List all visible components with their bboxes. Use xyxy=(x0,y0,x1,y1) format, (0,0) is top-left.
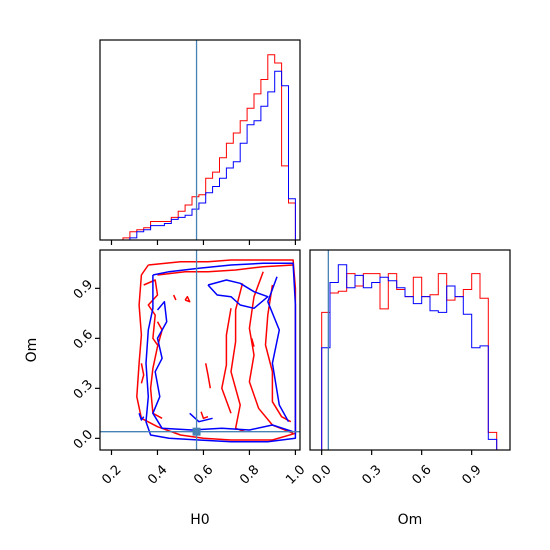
contour-frame xyxy=(99,249,301,451)
ylabel-om: Om xyxy=(24,338,40,363)
contour-xtick-label: 0.6 xyxy=(191,462,216,487)
contour-series-0-line-2 xyxy=(248,271,294,434)
truth-marker xyxy=(192,427,201,436)
contour-series-0-line-5 xyxy=(221,308,232,414)
contour-series-0-line-10 xyxy=(184,295,191,303)
contour-xtick-label: 0.4 xyxy=(145,462,170,487)
contour-series-0-line-11 xyxy=(204,363,212,389)
contour-series-1-line-4 xyxy=(189,412,213,423)
contour-series-1-line-2 xyxy=(267,276,290,423)
contour-series-1-line-1 xyxy=(152,300,294,433)
contour-xtick-label: 1.0 xyxy=(283,462,308,487)
contour-series-0-line-8 xyxy=(140,363,145,384)
contour-series-1-line-0 xyxy=(145,262,297,443)
contour-series-0-line-0 xyxy=(136,259,297,441)
hist-om-xtick-label: 0.3 xyxy=(359,462,384,487)
contour-series-0-line-12 xyxy=(200,411,209,420)
hist-om-xtick-label: 0.9 xyxy=(459,462,484,487)
contour-series-0-line-4 xyxy=(230,283,246,433)
contour-ytick-label: 0.0 xyxy=(71,427,96,452)
contour-xtick-label: 0.8 xyxy=(237,462,262,487)
hist-om-frame xyxy=(309,249,511,451)
hist-om-series-0-histogram xyxy=(313,273,498,450)
hist-om-xtick-label: 0.6 xyxy=(409,462,434,487)
contour-xtick-label: 0.2 xyxy=(99,462,124,487)
contour-series-1-line-3 xyxy=(207,279,269,310)
hist-om-xtick-label: 0.0 xyxy=(309,462,334,487)
hist-om-series-1-histogram xyxy=(313,264,498,450)
contour-ytick-label: 0.9 xyxy=(71,277,96,302)
contour-series-0-line-6 xyxy=(143,279,159,346)
contour-ytick-label: 0.3 xyxy=(71,377,96,402)
hist-h0-series-0-histogram xyxy=(122,54,296,240)
xlabel-h0: H0 xyxy=(190,512,209,528)
contour-series-1-line-5 xyxy=(138,413,145,421)
contour-series-0-line-9 xyxy=(172,294,177,301)
hist-h0-frame xyxy=(99,39,301,241)
contour-ytick-label: 0.6 xyxy=(71,327,96,352)
contour-series-0-line-1 xyxy=(157,264,294,276)
contour-series-0-line-3 xyxy=(264,284,292,423)
hist-h0-series-1-histogram xyxy=(123,70,296,240)
xlabel-om: Om xyxy=(398,512,423,528)
contour-series-0-line-13 xyxy=(250,338,255,347)
